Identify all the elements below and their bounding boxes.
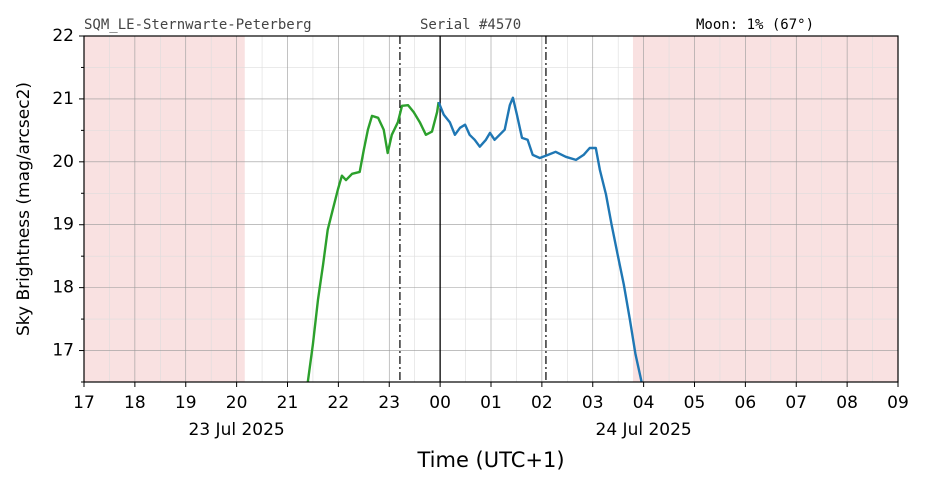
y-tick-label: 21 (52, 89, 74, 109)
x-tick-label: 01 (480, 393, 502, 413)
serial: Serial #4570 (420, 17, 521, 33)
date-label: 24 Jul 2025 (596, 420, 692, 440)
x-axis-label: Time (UTC+1) (416, 448, 564, 472)
x-tick-label: 23 (378, 393, 400, 413)
night-shade (84, 36, 245, 382)
x-tick-label: 02 (531, 393, 553, 413)
x-tick-label: 08 (836, 393, 858, 413)
x-tick-label: 03 (582, 393, 604, 413)
plot-frame (83, 35, 899, 383)
y-tick-label: 19 (52, 215, 74, 235)
x-tick-label: 17 (73, 393, 95, 413)
location: SQM_LE-Sternwarte-Peterberg (84, 17, 312, 33)
x-tick-label: 07 (785, 393, 807, 413)
y-tick-label: 17 (52, 341, 74, 361)
brightness-line (306, 101, 440, 383)
x-tick-label: 09 (887, 393, 909, 413)
x-tick-label: 06 (735, 393, 757, 413)
x-tick-label: 20 (226, 393, 248, 413)
y-tick-label: 18 (52, 278, 74, 298)
y-tick-label: 22 (52, 26, 74, 46)
date-label: 23 Jul 2025 (189, 420, 285, 440)
y-tick-label: 20 (52, 152, 74, 172)
y-axis-label: Sky Brightness (mag/arcsec2) (14, 82, 34, 336)
x-tick-label: 22 (328, 393, 350, 413)
x-tick-label: 19 (175, 393, 197, 413)
brightness-line (437, 96, 643, 383)
x-tick-label: 00 (429, 393, 451, 413)
x-tick-label: 21 (277, 393, 299, 413)
x-tick-label: 04 (633, 393, 655, 413)
night-shade (632, 36, 898, 382)
x-tick-label: 05 (684, 393, 706, 413)
moon: Moon: 1% (67°) (696, 17, 814, 33)
x-tick-label: 18 (124, 393, 146, 413)
